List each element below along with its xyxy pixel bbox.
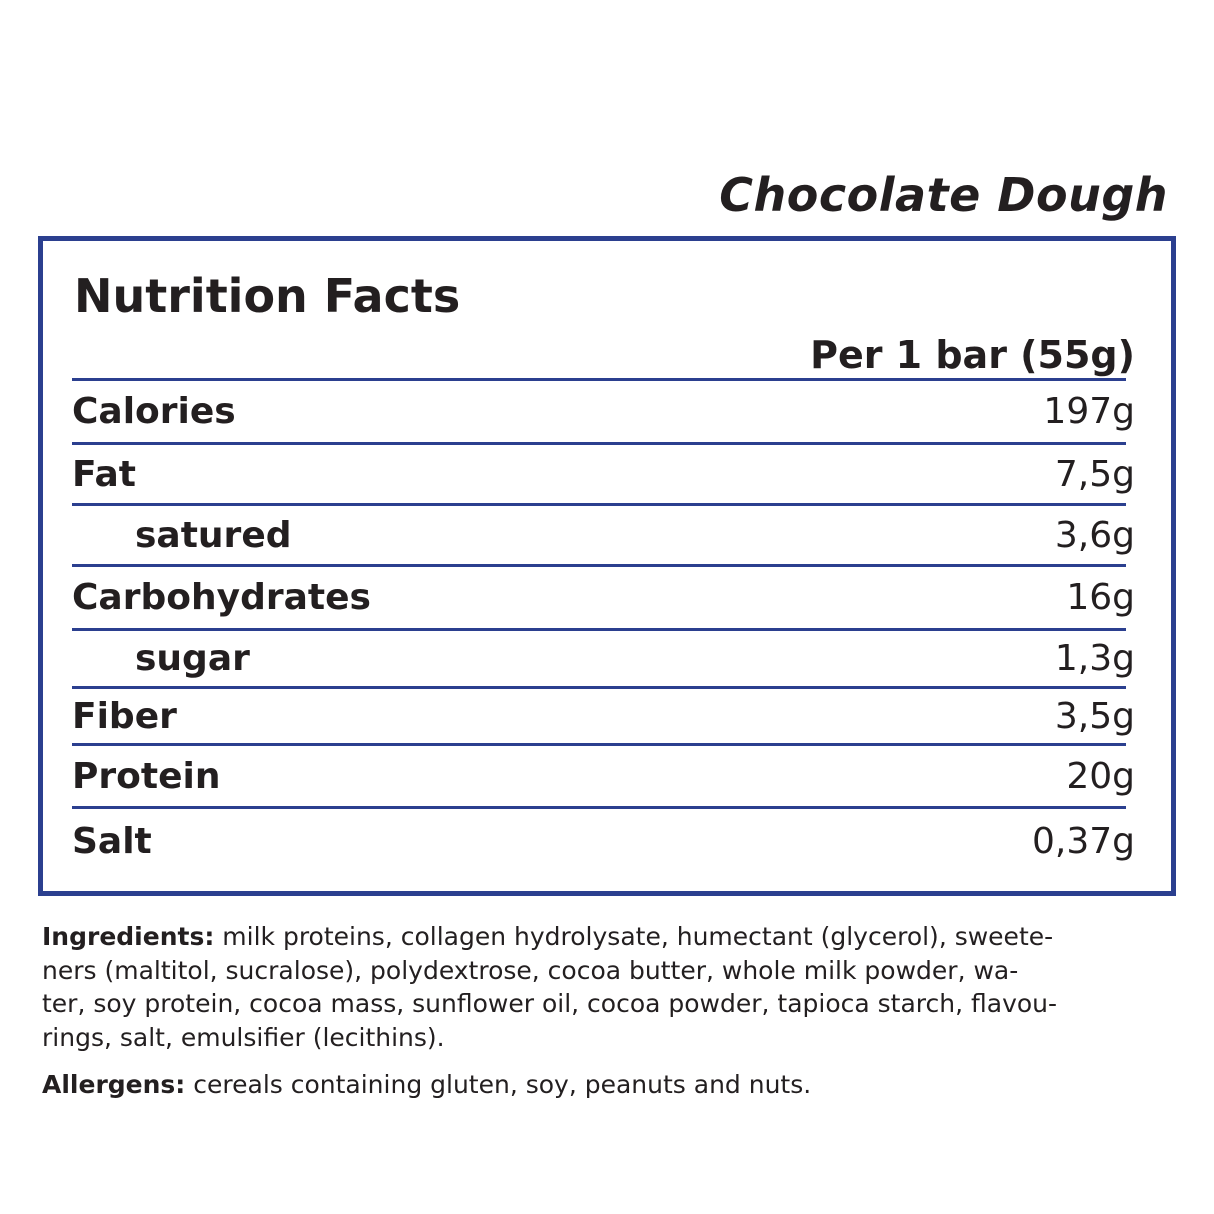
row-divider xyxy=(72,564,1126,567)
nutrient-row: Protein 20g xyxy=(72,746,1135,806)
ingredients-line: ners (maltitol, sucralose), polydextrose… xyxy=(42,955,1019,985)
product-name: Chocolate Dough xyxy=(719,168,1168,222)
row-divider xyxy=(72,686,1126,689)
nutrient-row: Carbohydrates 16g xyxy=(72,567,1135,628)
ingredients-line: rings, salt, emulsifier (lecithins). xyxy=(42,1022,445,1052)
row-divider xyxy=(72,503,1126,506)
nutrient-value: 1,3g xyxy=(1054,638,1135,679)
nutrient-row: Fiber 3,5g xyxy=(72,689,1135,743)
nutrient-label: Carbohydrates xyxy=(72,577,371,618)
nutrient-value: 3,5g xyxy=(1054,695,1135,737)
nutrient-row: satured 3,6g xyxy=(72,506,1135,564)
ingredients-line: milk proteins, collagen hydrolysate, hum… xyxy=(214,922,1054,951)
allergens-label: Allergens: xyxy=(42,1070,186,1099)
nutrient-label: satured xyxy=(135,514,292,556)
ingredients-line: ter, soy protein, cocoa mass, sunflower … xyxy=(42,989,1058,1018)
nutrient-value: 0,37g xyxy=(1031,820,1135,862)
ingredients-label: Ingredients: xyxy=(42,922,215,951)
nutrient-label: Protein xyxy=(72,755,221,797)
row-divider xyxy=(72,806,1126,809)
row-divider xyxy=(72,442,1126,445)
row-divider xyxy=(72,378,1126,381)
nutrient-label: Fat xyxy=(72,453,136,495)
nutrient-row: sugar 1,3g xyxy=(72,631,1135,686)
nutrient-value: 20g xyxy=(1066,755,1135,797)
serving-size: Per 1 bar (55g) xyxy=(810,333,1135,377)
nutrient-row: Fat 7,5g xyxy=(72,445,1135,503)
nutrient-label: Fiber xyxy=(72,695,177,737)
nutrition-facts-panel: Nutrition Facts Per 1 bar (55g) Calories… xyxy=(38,236,1176,896)
nutrient-value: 3,6g xyxy=(1054,514,1135,556)
nutrient-label: Calories xyxy=(72,391,236,432)
nutrient-row: Calories 197g xyxy=(72,381,1135,442)
nutrient-label: sugar xyxy=(135,638,250,679)
nutrient-row: Salt 0,37g xyxy=(72,809,1135,873)
allergens: Allergens: cereals containing gluten, so… xyxy=(42,1068,811,1102)
row-divider xyxy=(72,743,1126,746)
nutrient-value: 7,5g xyxy=(1054,453,1135,495)
nutrient-value: 16g xyxy=(1066,577,1135,618)
nutrient-value: 197g xyxy=(1043,391,1135,432)
row-divider xyxy=(72,628,1126,631)
allergens-text: cereals containing gluten, soy, peanuts … xyxy=(185,1070,812,1099)
ingredients: Ingredients: milk proteins, collagen hyd… xyxy=(42,920,1057,1054)
panel-title: Nutrition Facts xyxy=(74,269,461,323)
nutrient-label: Salt xyxy=(72,820,152,862)
